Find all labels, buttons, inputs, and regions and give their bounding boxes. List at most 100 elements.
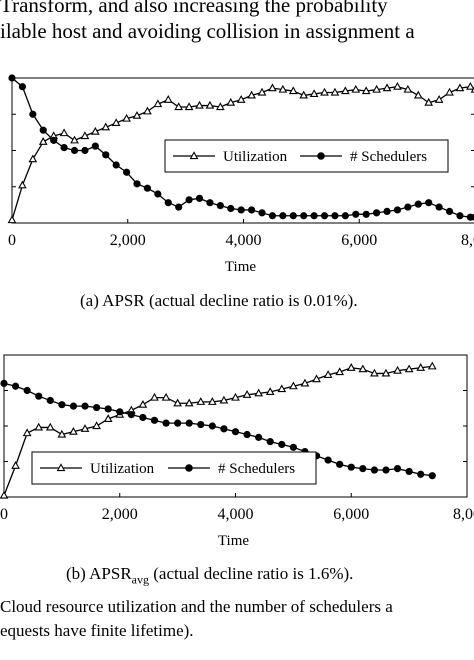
chart-b-utilization-point [416,363,426,371]
chart-a-schedulers-point [8,74,16,82]
chart-a-utilization-point [268,83,277,92]
chart-a-schedulers-point [425,199,433,207]
chart-a-schedulers-point [279,212,287,220]
chart-b-schedulers-point [382,466,390,474]
chart-b-schedulers-point [93,403,101,412]
chart-a-utilization-point [403,84,413,93]
chart-b-utilization-point [219,395,229,404]
chart-a-utilization-point [257,87,267,96]
figure-caption-line-2: equests have finite lifetime). [0,621,194,640]
chart-b-utilization-point [45,422,55,431]
chart-b-utilization-point [231,392,240,401]
chart-b-schedulers-point [324,456,332,464]
chart-b-schedulers-point [231,428,240,436]
chart-b-schedulers-point [278,440,286,449]
chart-a-utilization-point [101,122,111,131]
chart-b-schedulers-point [243,430,251,439]
chart-a-x-tick-label: 8,00 [461,232,474,249]
chart-a-utilization-point [413,90,423,99]
chart-a-schedulers-point [404,203,412,211]
chart-apsr: 0 2,000 4,000 6,000 8,00 Time Utilization # Sch… [7,74,474,275]
chart-a-utilization-point [341,86,350,95]
chart-a-utilization-point [470,86,474,93]
chart-a-schedulers-point [122,168,131,176]
chart-a-utilization-point [424,97,434,106]
chart-a-schedulers-point [341,212,349,220]
chart-b-schedulers-point [370,466,378,474]
chart-a-schedulers-point [414,200,422,208]
chart-b-utilization-point [92,421,101,430]
chart-a-utilization-point [70,135,79,144]
chart-a-schedulers-point [362,210,370,218]
chart-a-schedulers-point [102,151,110,159]
chart-a-schedulers-point [268,212,277,220]
chart-b-x-axis-label: Time [218,533,249,549]
chart-a-legend-schedulers-label: # Schedulers [350,149,427,165]
chart-a-utilization-point [132,110,142,119]
caption-apsr-avg: (b) APSRavg (actual decline ratio is 1.6… [66,564,353,587]
chart-b-utilization-point [69,426,78,435]
chart-b-schedulers-point [81,402,89,410]
chart-b-utilization-point [242,390,252,398]
chart-b-schedulers-point [23,386,31,395]
chart-b-utilization-point [346,363,356,371]
chart-b-schedulers-point [428,472,436,480]
chart-b-schedulers-point [139,413,147,422]
chart-a-utilization-point [18,180,27,189]
chart-apsr-avg: 0 2,000 4,000 6,000 8,00 Time Utilization # Sch… [0,354,474,549]
chart-a-utilization-point [153,99,163,108]
chart-b-utilization-point [427,361,437,370]
chart-b-utilization-point [196,397,206,405]
chart-b-schedulers-point [35,392,43,400]
figure-caption-line-1: Cloud resource utilization and the numbe… [0,597,393,616]
chart-b-utilization-point [103,414,113,422]
chart-b-schedulers-point [220,425,228,433]
chart-a-schedulers-point [112,161,120,169]
chart-a-utilization-point [278,84,288,93]
chart-a-schedulers-point [164,199,172,207]
chart-a-utilization-point [80,131,90,140]
chart-a-schedulers-point [456,212,464,220]
chart-b-schedulers-point [116,408,124,416]
chart-b-schedulers-point [336,460,344,468]
chart-b-legend-utilization-label: Utilization [90,461,155,477]
chart-b-schedulers-point [46,396,54,405]
chart-b-utilization-point [34,422,44,431]
chart-a-schedulers-point [393,206,402,214]
chart-b-utilization-point [381,368,391,377]
chart-a-schedulers-point [81,146,89,155]
chart-a-schedulers-point [143,184,152,192]
chart-a-utilization-point [111,118,121,127]
chart-b-schedulers-point [58,401,66,409]
chart-b-schedulers-point [162,419,170,427]
chart-a-x-tick-label: 6,000 [341,232,377,249]
chart-a-schedulers-point [70,146,79,155]
chart-b-schedulers-point [289,443,297,451]
chart-b-utilization-point [358,364,368,373]
chart-a-schedulers-point [237,206,245,214]
chart-b-utilization-point [207,397,217,405]
chart-b-utilization-point [254,388,264,397]
chart-a-utilization-point [434,95,444,103]
chart-a-utilization-point [205,100,215,109]
chart-a-schedulers-point [310,212,318,220]
chart-a-utilization-point [163,95,173,103]
chart-b-utilization-point [57,429,67,438]
chart-a-schedulers-point [175,203,183,211]
chart-a-utilization-point [195,100,204,109]
chart-b-x-tick-label: 4,000 [218,506,254,523]
chart-a-legend-utilization-label: Utilization [223,149,288,165]
chart-a-schedulers-point [445,207,454,215]
chart-b-utilization-point [0,490,9,499]
chart-b-utilization-point [323,370,333,378]
chart-a-utilization-point [247,90,256,99]
caption-b-subscript: avg [131,572,149,587]
chart-a-schedulers-point [320,212,329,220]
chart-b-utilization-point [370,368,379,377]
chart-a-utilization-point [351,84,361,93]
chart-b-schedulers-point [11,382,20,390]
chart-b-schedulers-point [405,467,413,476]
chart-a-utilization-point [372,84,381,93]
chart-b-x-tick-label: 2,000 [102,506,138,523]
chart-a-series-0-line [11,86,474,221]
